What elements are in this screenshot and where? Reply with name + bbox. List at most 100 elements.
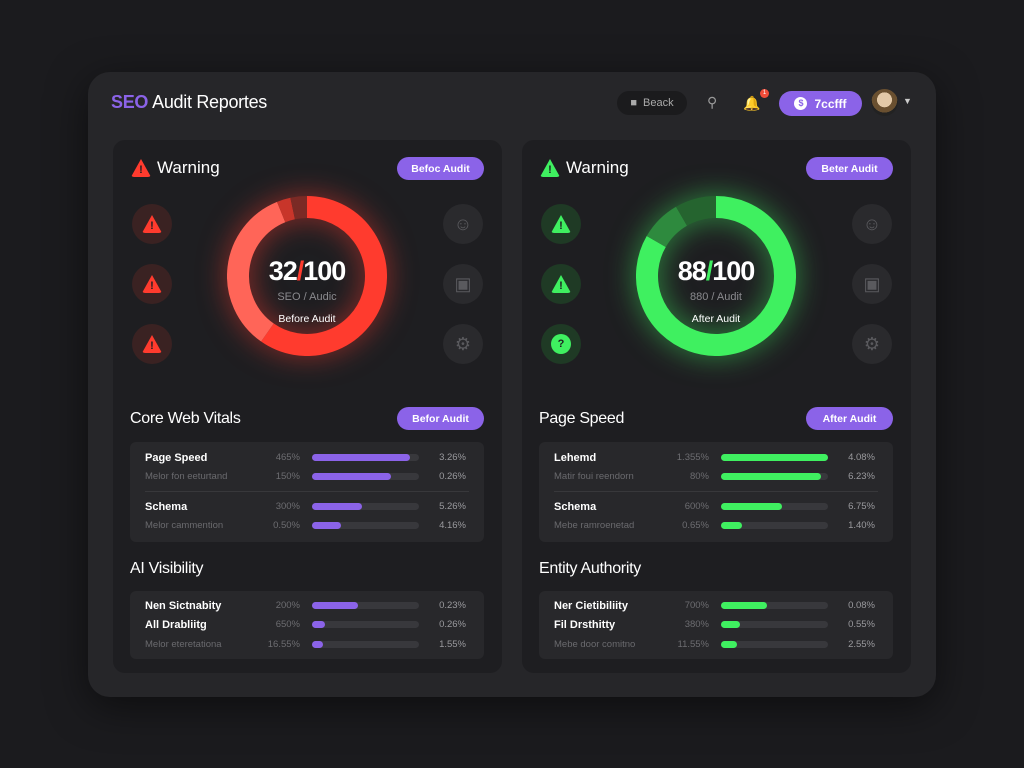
- metric-percent: 0.50%: [273, 520, 300, 531]
- score-center: 32/100 SEO / Audic Before Audit: [227, 196, 387, 356]
- metric-name: Schema: [145, 501, 188, 513]
- progress-fill: [721, 454, 828, 461]
- progress-fill: [312, 602, 358, 609]
- metric-percent: 300%: [275, 501, 300, 512]
- warning-heading: ! Warning: [540, 158, 629, 178]
- after-audit-panel: ! Warning Beter Audit ! ! ? ☺ ▣ ⚙ 88/100 880…: [522, 140, 911, 673]
- gear-icon[interactable]: ⚙: [443, 324, 483, 364]
- metric-name: All Drabliitg: [145, 619, 207, 631]
- progress-bar: [721, 621, 828, 628]
- progress-fill: [721, 641, 738, 648]
- metric-percent: 16.55%: [267, 639, 300, 650]
- metric-value: 0.08%: [848, 600, 875, 611]
- notification-badge: 1: [760, 89, 769, 98]
- metric-name: Schema: [554, 501, 597, 513]
- gear-icon[interactable]: ⚙: [852, 324, 892, 364]
- divider: [145, 491, 469, 492]
- metric-row: Fil Drsthitty 380% 0.55%: [539, 618, 893, 632]
- warning-icon[interactable]: !: [541, 204, 581, 244]
- metric-row: Ner Cietibiliity 700% 0.08%: [539, 599, 893, 613]
- section-title: Core Web Vitals: [130, 410, 241, 427]
- warning-icon[interactable]: !: [132, 264, 172, 304]
- donut-segment: [290, 196, 308, 220]
- chevron-down-icon[interactable]: ▼: [903, 96, 912, 106]
- metric-row: Melor fon eeturtand 150% 0.26%: [130, 470, 484, 484]
- score-value: 32/100: [268, 256, 347, 286]
- dashboard-card: SEO Audit Reportes ■ Beack ⚲ 🔔 1 $7ccfff ▼…: [88, 72, 936, 697]
- metric-percent: 200%: [275, 600, 300, 611]
- section-title: AI Visibility: [130, 560, 204, 577]
- metric-percent: 150%: [275, 471, 300, 482]
- metric-percent: 650%: [275, 619, 300, 630]
- progress-fill: [312, 522, 341, 529]
- metric-value: 0.26%: [439, 471, 466, 482]
- section-audit-button[interactable]: Befor Audit: [397, 407, 484, 430]
- metric-row: All Drabliitg 650% 0.26%: [130, 618, 484, 632]
- section-audit-button[interactable]: After Audit: [806, 407, 893, 430]
- warning-icon[interactable]: !: [541, 264, 581, 304]
- score-value: 88/100: [677, 256, 756, 286]
- back-button[interactable]: ■ Beack: [617, 91, 687, 115]
- metric-value: 2.55%: [848, 639, 875, 650]
- divider: [554, 491, 878, 492]
- donut-segment: [261, 196, 387, 356]
- metric-percent: 465%: [275, 452, 300, 463]
- progress-fill: [312, 621, 325, 628]
- section-title: Entity Authority: [539, 560, 641, 577]
- metric-name: Lehemd: [554, 452, 597, 464]
- warning-icon[interactable]: !: [132, 324, 172, 364]
- avatar[interactable]: [871, 89, 898, 116]
- score-label: Before Audit: [278, 313, 336, 325]
- progress-fill: [721, 522, 743, 529]
- metric-row: Page Speed 465% 3.26%: [130, 451, 484, 465]
- account-button[interactable]: $7ccfff: [779, 91, 862, 116]
- warning-icon: !: [540, 159, 560, 177]
- progress-fill: [312, 503, 363, 510]
- metric-percent: 0.65%: [682, 520, 709, 531]
- progress-bar: [312, 621, 419, 628]
- progress-bar: [721, 602, 828, 609]
- before-audit-panel: ! Warning Befoc Audit ! ! ! ☺ ▣ ⚙ 32/100 SEO…: [113, 140, 502, 673]
- metric-percent: 600%: [684, 501, 709, 512]
- progress-fill: [312, 641, 323, 648]
- metric-name: Fil Drsthitty: [554, 619, 616, 631]
- donut-segment: [636, 196, 796, 356]
- donut-segment: [646, 206, 688, 248]
- progress-fill: [721, 621, 741, 628]
- donut-segment: [227, 201, 286, 342]
- audit-toggle-button[interactable]: Beter Audit: [806, 157, 893, 180]
- warning-icon[interactable]: !: [132, 204, 172, 244]
- metric-row: Schema 600% 6.75%: [539, 500, 893, 514]
- user-icon: ■: [630, 97, 638, 109]
- metrics-table: Lehemd 1.355% 4.08% Matir foui reendorn …: [539, 442, 893, 542]
- user-edit-icon[interactable]: ☺: [852, 204, 892, 244]
- metric-value: 6.75%: [848, 501, 875, 512]
- metric-name: Page Speed: [145, 452, 208, 464]
- monitor-icon[interactable]: ▣: [852, 264, 892, 304]
- donut-segment: [676, 196, 717, 226]
- metric-value: 3.26%: [439, 452, 466, 463]
- metric-value: 4.08%: [848, 452, 875, 463]
- metric-row: Mebe ramroenetad 0.65% 1.40%: [539, 519, 893, 533]
- metric-value: 5.26%: [439, 501, 466, 512]
- metrics-table: Page Speed 465% 3.26% Melor fon eeturtan…: [130, 442, 484, 542]
- question-icon[interactable]: ?: [541, 324, 581, 364]
- metric-name: Mebe ramroenetad: [554, 520, 635, 531]
- score-label: After Audit: [691, 313, 741, 325]
- metric-percent: 1.355%: [676, 452, 709, 463]
- progress-bar: [312, 602, 419, 609]
- metric-value: 0.23%: [439, 600, 466, 611]
- bell-icon[interactable]: 🔔: [743, 95, 761, 111]
- monitor-icon[interactable]: ▣: [443, 264, 483, 304]
- progress-bar: [312, 503, 419, 510]
- progress-bar: [721, 454, 828, 461]
- score-subtitle: SEO / Audic: [277, 291, 337, 303]
- audit-toggle-button[interactable]: Befoc Audit: [397, 157, 484, 180]
- warning-icon: !: [131, 159, 151, 177]
- search-icon[interactable]: ⚲: [707, 94, 718, 110]
- section-title: Page Speed: [539, 410, 625, 427]
- user-edit-icon[interactable]: ☺: [443, 204, 483, 244]
- metric-name: Matir foui reendorn: [554, 471, 634, 482]
- progress-fill: [721, 503, 782, 510]
- progress-bar: [312, 641, 419, 648]
